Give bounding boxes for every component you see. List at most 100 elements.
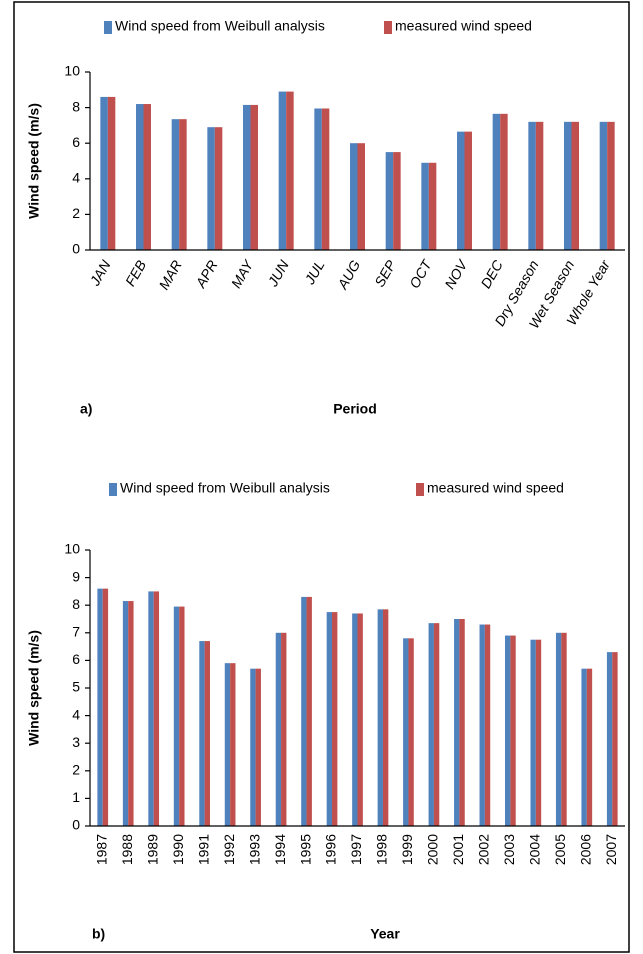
- legend-swatch: [109, 483, 117, 496]
- x-tick-label: 1988: [119, 834, 135, 865]
- bar: [179, 119, 187, 250]
- bar: [535, 639, 542, 826]
- bar: [207, 127, 215, 250]
- bar: [393, 152, 401, 250]
- bar: [250, 104, 258, 251]
- bar: [528, 121, 536, 250]
- bar: [607, 121, 615, 250]
- legend-swatch: [104, 21, 112, 34]
- bar: [612, 652, 618, 826]
- x-tick-label: 1995: [297, 834, 313, 865]
- bar: [484, 624, 491, 826]
- bar: [286, 91, 294, 250]
- bar: [454, 619, 460, 826]
- bar: [571, 121, 579, 250]
- bar: [492, 113, 501, 250]
- bar: [136, 104, 144, 250]
- bar: [143, 104, 151, 250]
- bar: [278, 91, 287, 250]
- y-axis-label: Wind speed (m/s): [26, 630, 42, 746]
- bar: [606, 652, 613, 826]
- x-tick-label: 2001: [450, 834, 466, 865]
- y-tick-label: 6: [72, 651, 80, 667]
- bar: [314, 108, 322, 251]
- bar: [102, 588, 109, 826]
- y-tick-label: 10: [64, 541, 80, 557]
- x-tick-label: 1997: [348, 834, 364, 865]
- panel-label: a): [80, 401, 92, 417]
- bar: [281, 632, 287, 826]
- x-tick-label: 2005: [552, 834, 568, 865]
- panel-label: b): [92, 926, 105, 942]
- bar: [357, 143, 365, 250]
- bar: [128, 601, 134, 826]
- bar: [100, 96, 108, 250]
- bar: [530, 639, 536, 826]
- x-tick-label: 2003: [501, 834, 517, 865]
- bar: [243, 104, 251, 251]
- y-tick-label: 4: [72, 706, 80, 722]
- x-tick-label: 1990: [170, 834, 186, 865]
- bar: [352, 613, 358, 826]
- y-tick-label: 9: [72, 568, 80, 584]
- y-axis-label: Wind speed (m/s): [26, 103, 42, 219]
- bar: [171, 119, 180, 250]
- y-tick-label: 5: [72, 679, 80, 695]
- y-tick-label: 0: [72, 817, 80, 833]
- x-tick-label: 1998: [374, 834, 390, 865]
- bar: [301, 596, 307, 826]
- legend-label: Wind speed from Weibull analysis: [115, 18, 325, 34]
- bar: [564, 121, 572, 250]
- bar: [377, 609, 383, 826]
- y-tick-label: 8: [72, 596, 80, 612]
- bar: [561, 632, 567, 826]
- bar: [122, 601, 129, 826]
- bar: [433, 623, 440, 826]
- bar: [332, 612, 338, 826]
- bar: [275, 632, 282, 826]
- bar: [510, 635, 516, 826]
- bar: [459, 619, 465, 826]
- bar: [97, 588, 103, 826]
- x-tick-label: 1994: [272, 834, 288, 865]
- y-tick-label: 4: [72, 170, 80, 186]
- bar: [321, 108, 330, 251]
- bar: [199, 641, 205, 826]
- bar: [586, 668, 593, 826]
- bar: [599, 121, 608, 250]
- bar: [357, 613, 363, 826]
- bar: [250, 668, 256, 826]
- bar: [173, 606, 180, 826]
- bar: [350, 143, 358, 250]
- x-tick-label: 1996: [323, 834, 339, 865]
- bar: [385, 152, 394, 250]
- x-axis-label: Year: [370, 926, 400, 942]
- bar: [306, 596, 312, 826]
- y-tick-label: 8: [72, 98, 80, 114]
- bar: [107, 96, 116, 250]
- legend-swatch: [416, 483, 424, 496]
- x-tick-label: 2007: [603, 834, 619, 865]
- bar: [500, 113, 508, 250]
- y-tick-label: 1: [72, 789, 80, 805]
- x-tick-label: 1989: [144, 834, 160, 865]
- x-tick-label: 2002: [476, 834, 492, 865]
- bar: [214, 127, 223, 250]
- x-tick-label: 2004: [527, 834, 543, 865]
- x-tick-label: 1991: [195, 834, 211, 865]
- bar: [421, 162, 429, 250]
- y-tick-label: 2: [72, 205, 80, 221]
- bar: [505, 635, 511, 826]
- bar: [204, 641, 210, 826]
- x-tick-label: 2000: [425, 834, 441, 865]
- bar: [148, 591, 154, 826]
- bar: [464, 131, 472, 250]
- y-tick-label: 10: [64, 63, 80, 79]
- x-tick-label: 1999: [399, 834, 415, 865]
- bar: [224, 663, 231, 826]
- bar: [403, 638, 409, 826]
- bar: [230, 663, 236, 826]
- x-tick-label: 1987: [93, 834, 109, 865]
- bar: [457, 131, 465, 250]
